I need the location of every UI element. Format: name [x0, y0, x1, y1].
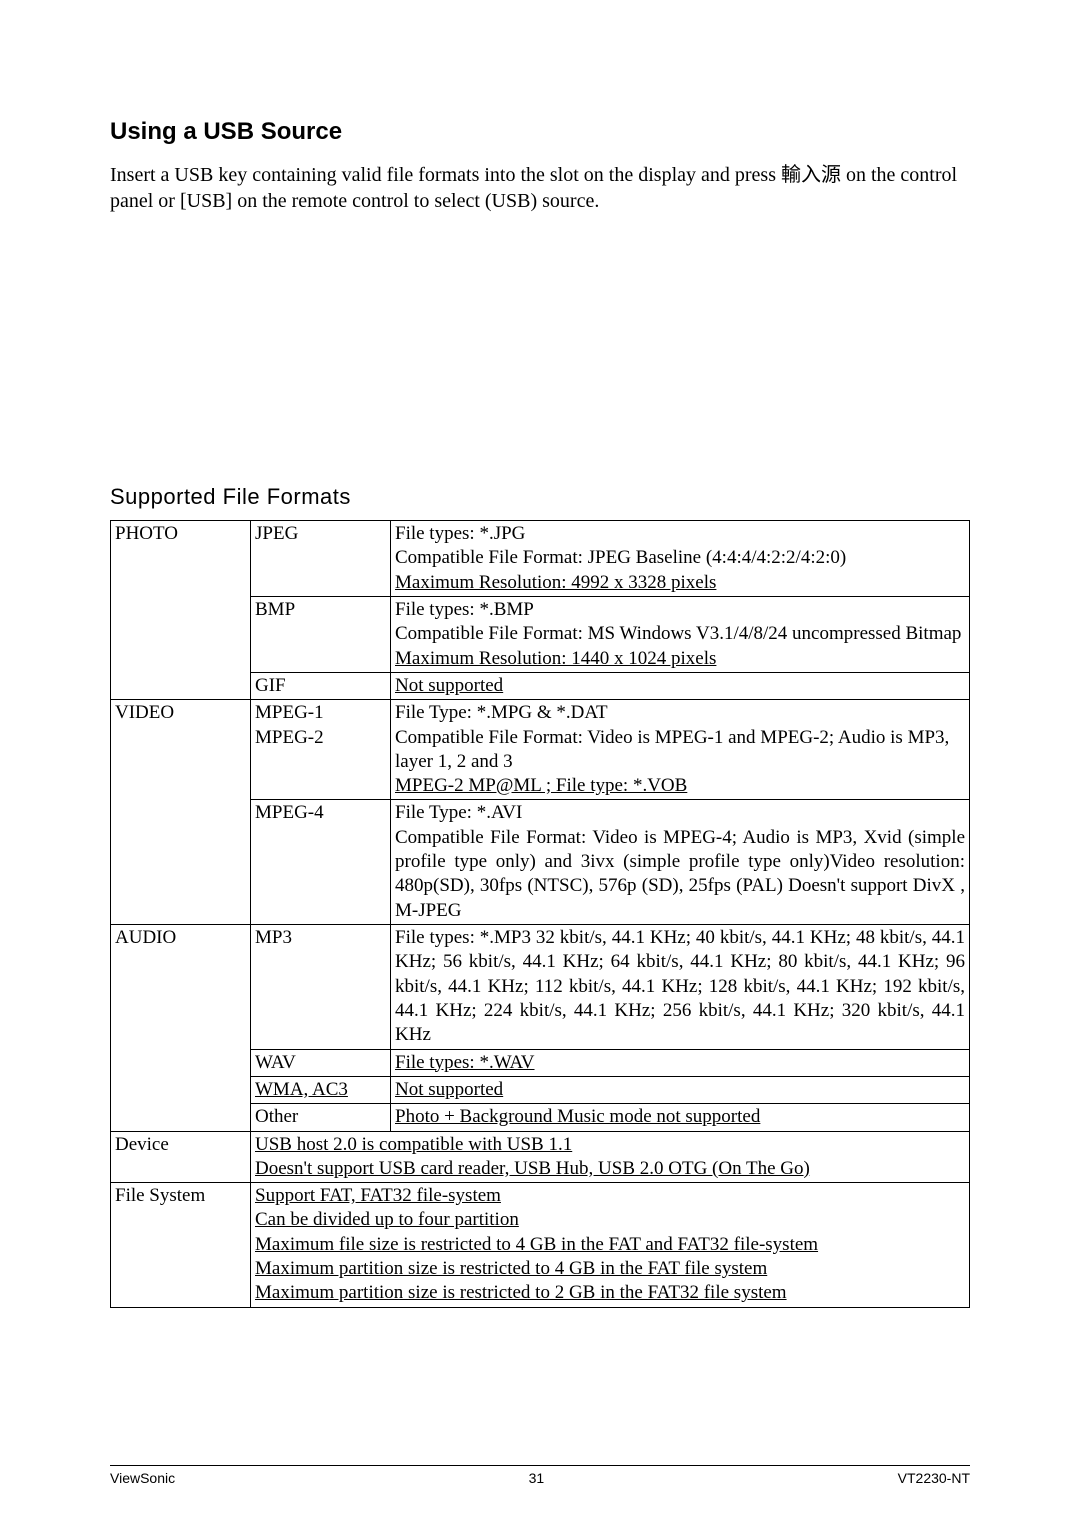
footer-center: 31 [529, 1470, 545, 1486]
footer-left: ViewSonic [110, 1470, 175, 1486]
detail-text: File Type: *.MPG & *.DAT [395, 702, 608, 723]
cell-details: File Type: *.AVI Compatible File Format:… [391, 800, 970, 925]
cell-format: BMP [251, 596, 391, 672]
cell-details: File types: *.BMP Compatible File Format… [391, 596, 970, 672]
cell-details: File types: *.JPG Compatible File Format… [391, 521, 970, 597]
detail-text: MPEG-2 MP@ML ; File type: *.VOB [395, 775, 687, 796]
detail-text: Maximum Resolution: 4992 x 3328 pixels [395, 572, 716, 593]
cell-category: File System [111, 1183, 251, 1308]
detail-text: MPEG-2 [255, 727, 324, 748]
detail-text: Support FAT, FAT32 file-system [255, 1185, 501, 1206]
detail-text: MPEG-1 [255, 702, 324, 723]
detail-text: Compatible File Format: Video is MPEG-1 … [395, 727, 949, 772]
detail-text: Maximum partition size is restricted to … [255, 1282, 787, 1303]
detail-text: Doesn't support USB card reader, USB Hub… [255, 1158, 810, 1179]
cell-format: MPEG-1 MPEG-2 [251, 700, 391, 800]
file-formats-table: PHOTO JPEG File types: *.JPG Compatible … [110, 520, 970, 1308]
cell-details: Photo + Background Music mode not suppor… [391, 1104, 970, 1131]
table-row: PHOTO JPEG File types: *.JPG Compatible … [111, 521, 970, 597]
cell-category: Device [111, 1131, 251, 1183]
cell-format: WMA, AC3 [251, 1076, 391, 1103]
detail-text: USB host 2.0 is compatible with USB 1.1 [255, 1134, 572, 1155]
cell-details: File types: *.MP3 32 kbit/s, 44.1 KHz; 4… [391, 925, 970, 1050]
cell-details: Not supported [391, 1076, 970, 1103]
detail-text: Can be divided up to four partition [255, 1209, 519, 1230]
table-row: AUDIO MP3 File types: *.MP3 32 kbit/s, 4… [111, 925, 970, 1050]
cell-format: MP3 [251, 925, 391, 1050]
detail-text: Maximum file size is restricted to 4 GB … [255, 1234, 818, 1255]
footer-right: VT2230-NT [898, 1470, 970, 1486]
cell-format: JPEG [251, 521, 391, 597]
page-footer: ViewSonic 31 VT2230-NT [110, 1465, 970, 1486]
detail-text: Compatible File Format: JPEG Baseline (4… [395, 547, 846, 568]
table-row: File System Support FAT, FAT32 file-syst… [111, 1183, 970, 1308]
cell-format: MPEG-4 [251, 800, 391, 925]
detail-text: Maximum Resolution: 1440 x 1024 pixels [395, 648, 716, 669]
cell-format: WAV [251, 1049, 391, 1076]
detail-text: Maximum partition size is restricted to … [255, 1258, 767, 1279]
cell-details: Support FAT, FAT32 file-system Can be di… [251, 1183, 970, 1308]
cell-details: Not supported [391, 672, 970, 699]
cell-category: VIDEO [111, 700, 251, 925]
cell-format: GIF [251, 672, 391, 699]
detail-text: File Type: *.AVI [395, 802, 522, 823]
cell-details: USB host 2.0 is compatible with USB 1.1 … [251, 1131, 970, 1183]
cell-details: File Type: *.MPG & *.DAT Compatible File… [391, 700, 970, 800]
detail-text: Compatible File Format: MS Windows V3.1/… [395, 623, 961, 644]
cell-category: AUDIO [111, 925, 251, 1132]
cell-details: File types: *.WAV [391, 1049, 970, 1076]
detail-text: File types: *.BMP [395, 599, 534, 620]
intro-paragraph: Insert a USB key containing valid file f… [110, 162, 970, 214]
table-row: VIDEO MPEG-1 MPEG-2 File Type: *.MPG & *… [111, 700, 970, 800]
table-row: Device USB host 2.0 is compatible with U… [111, 1131, 970, 1183]
section-subheading: Supported File Formats [110, 484, 970, 510]
detail-text: File types: *.JPG [395, 523, 525, 544]
page-heading: Using a USB Source [110, 118, 970, 146]
detail-text: Compatible File Format: Video is MPEG-4;… [395, 827, 965, 921]
cell-category: PHOTO [111, 521, 251, 700]
cell-format: Other [251, 1104, 391, 1131]
